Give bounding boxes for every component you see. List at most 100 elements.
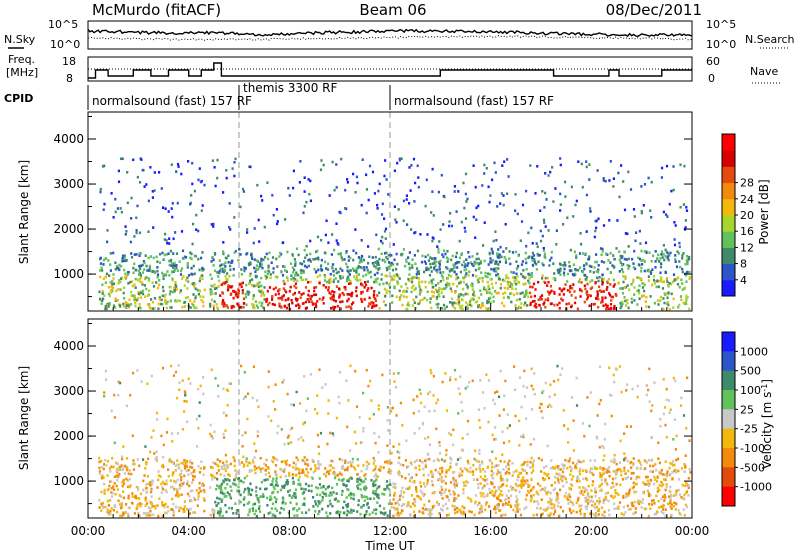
data-cell [242, 481, 245, 484]
data-cell [444, 502, 448, 506]
data-cell [602, 472, 605, 476]
data-cell [341, 258, 344, 262]
data-cell [488, 272, 492, 276]
data-cell [105, 272, 109, 276]
data-cell [675, 493, 678, 497]
data-cell [479, 306, 482, 309]
data-cell [620, 256, 623, 260]
data-cell [434, 288, 438, 292]
data-cell [171, 202, 174, 205]
data-cell [338, 293, 341, 297]
data-cell [191, 161, 194, 165]
data-cell [364, 477, 367, 481]
data-cell [368, 513, 371, 516]
data-cell [648, 502, 651, 506]
data-cell [459, 467, 462, 471]
data-cell [588, 178, 591, 181]
data-cell [398, 472, 401, 476]
data-cell [192, 282, 195, 285]
data-cell [315, 257, 318, 260]
data-cell [142, 260, 145, 263]
data-cell [260, 495, 263, 498]
data-cell [439, 472, 442, 476]
data-cell [371, 170, 375, 174]
data-cell [158, 296, 161, 299]
data-cell [349, 256, 352, 260]
data-cell [450, 224, 454, 228]
data-cell [629, 188, 633, 191]
data-cell [329, 280, 332, 284]
data-cell [381, 373, 384, 377]
data-cell [549, 497, 552, 501]
data-cell [217, 502, 220, 505]
data-cell [180, 493, 183, 496]
data-cell [310, 300, 313, 304]
data-cell [307, 293, 310, 297]
data-cell [294, 488, 298, 492]
data-cell [677, 305, 680, 309]
data-cell [491, 477, 494, 480]
data-cell [411, 480, 414, 484]
data-cell [164, 511, 167, 515]
data-cell [153, 307, 156, 310]
data-cell [581, 185, 584, 189]
data-cell [643, 283, 646, 287]
data-cell [372, 263, 375, 266]
data-cell [392, 243, 395, 246]
data-cell [566, 496, 569, 500]
data-cell [677, 469, 680, 473]
data-cell [321, 298, 324, 302]
data-cell [165, 482, 168, 486]
data-cell [617, 468, 620, 471]
data-cell [414, 500, 417, 504]
data-cell [626, 301, 629, 305]
data-cell [478, 418, 481, 422]
data-cell [612, 285, 615, 288]
data-cell [183, 500, 186, 503]
data-cell [684, 226, 687, 229]
data-cell [337, 280, 340, 283]
data-cell [298, 507, 301, 510]
data-cell [179, 478, 183, 482]
data-cell [579, 295, 582, 298]
data-cell [155, 255, 158, 259]
data-cell [586, 504, 589, 508]
data-cell [442, 287, 445, 290]
data-cell [673, 238, 676, 241]
data-cell [413, 231, 416, 235]
data-cell [397, 461, 400, 464]
data-cell [362, 504, 365, 507]
data-cell [506, 280, 509, 284]
data-cell [192, 293, 195, 296]
data-cell [528, 277, 531, 280]
data-cell [322, 302, 325, 305]
data-cell [228, 474, 231, 477]
noise-right-label: N.Search [745, 33, 795, 46]
data-cell [609, 271, 612, 274]
data-cell [461, 470, 464, 473]
data-cell [144, 467, 147, 470]
data-cell [638, 502, 641, 505]
data-cell [272, 456, 275, 460]
data-cell [267, 265, 270, 269]
data-cell [373, 497, 376, 500]
data-cell [611, 295, 614, 299]
data-cell [150, 502, 153, 506]
data-cell [655, 285, 658, 289]
data-cell [150, 487, 153, 491]
data-cell [312, 302, 315, 305]
data-cell [472, 290, 475, 294]
data-cell [444, 287, 447, 290]
data-cell [504, 379, 507, 383]
data-cell [132, 462, 135, 466]
data-cell [331, 466, 334, 470]
data-cell [570, 305, 573, 309]
data-cell [400, 504, 403, 508]
data-cell [313, 258, 316, 261]
data-cell [409, 505, 412, 508]
data-cell [184, 391, 187, 395]
data-cell [328, 499, 331, 503]
data-cell [516, 212, 519, 216]
data-cell [371, 306, 374, 309]
data-cell [533, 294, 536, 298]
